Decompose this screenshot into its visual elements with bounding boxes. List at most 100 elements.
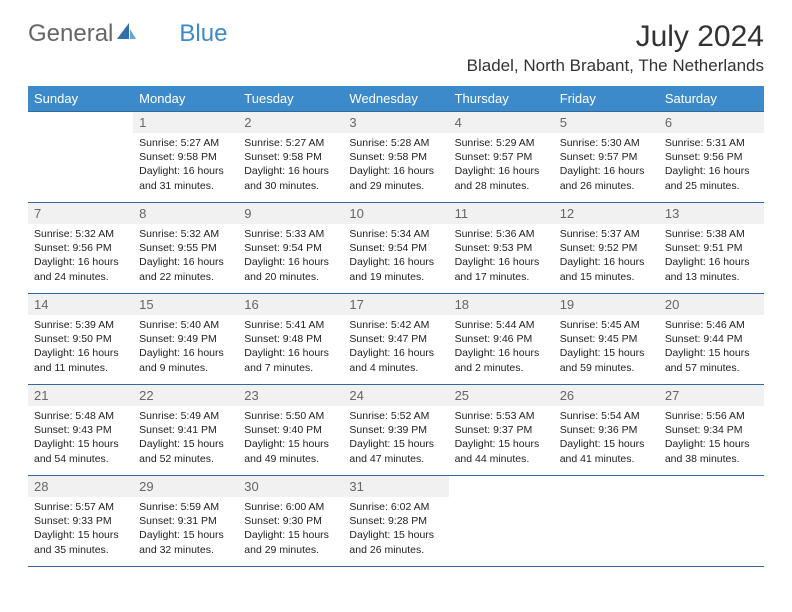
day-cell: 9Sunrise: 5:33 AMSunset: 9:54 PMDaylight… <box>238 203 343 294</box>
day-cell: 17Sunrise: 5:42 AMSunset: 9:47 PMDayligh… <box>343 294 448 385</box>
day-sr: Sunrise: 5:49 AM <box>139 409 232 423</box>
day-d1: Daylight: 15 hours <box>244 528 337 542</box>
day-number: 18 <box>449 294 554 315</box>
day-details: Sunrise: 5:39 AMSunset: 9:50 PMDaylight:… <box>28 315 133 379</box>
day-sr: Sunrise: 5:32 AM <box>139 227 232 241</box>
day-ss: Sunset: 9:49 PM <box>139 332 232 346</box>
day-cell: 5Sunrise: 5:30 AMSunset: 9:57 PMDaylight… <box>554 112 659 203</box>
day-ss: Sunset: 9:48 PM <box>244 332 337 346</box>
day-sr: Sunrise: 5:41 AM <box>244 318 337 332</box>
day-d2: and 15 minutes. <box>560 270 653 284</box>
day-cell: 14Sunrise: 5:39 AMSunset: 9:50 PMDayligh… <box>28 294 133 385</box>
day-d2: and 31 minutes. <box>139 179 232 193</box>
day-d2: and 25 minutes. <box>665 179 758 193</box>
dow-sunday: Sunday <box>28 86 133 112</box>
day-details: Sunrise: 6:02 AMSunset: 9:28 PMDaylight:… <box>343 497 448 561</box>
day-number: 24 <box>343 385 448 406</box>
day-d1: Daylight: 16 hours <box>665 164 758 178</box>
day-sr: Sunrise: 5:46 AM <box>665 318 758 332</box>
day-sr: Sunrise: 5:39 AM <box>34 318 127 332</box>
day-d1: Daylight: 16 hours <box>349 255 442 269</box>
day-ss: Sunset: 9:51 PM <box>665 241 758 255</box>
day-cell <box>659 476 764 567</box>
day-details: Sunrise: 5:53 AMSunset: 9:37 PMDaylight:… <box>449 406 554 470</box>
day-sr: Sunrise: 5:50 AM <box>244 409 337 423</box>
day-cell <box>28 112 133 203</box>
day-d2: and 13 minutes. <box>665 270 758 284</box>
day-ss: Sunset: 9:57 PM <box>560 150 653 164</box>
day-sr: Sunrise: 5:37 AM <box>560 227 653 241</box>
day-cell: 28Sunrise: 5:57 AMSunset: 9:33 PMDayligh… <box>28 476 133 567</box>
day-cell: 11Sunrise: 5:36 AMSunset: 9:53 PMDayligh… <box>449 203 554 294</box>
day-d2: and 9 minutes. <box>139 361 232 375</box>
day-ss: Sunset: 9:55 PM <box>139 241 232 255</box>
day-details: Sunrise: 5:40 AMSunset: 9:49 PMDaylight:… <box>133 315 238 379</box>
day-d1: Daylight: 16 hours <box>349 164 442 178</box>
day-d2: and 54 minutes. <box>34 452 127 466</box>
day-details: Sunrise: 5:37 AMSunset: 9:52 PMDaylight:… <box>554 224 659 288</box>
day-number: 7 <box>28 203 133 224</box>
day-number: 5 <box>554 112 659 133</box>
day-ss: Sunset: 9:57 PM <box>455 150 548 164</box>
day-number: 30 <box>238 476 343 497</box>
day-ss: Sunset: 9:54 PM <box>349 241 442 255</box>
day-details: Sunrise: 5:28 AMSunset: 9:58 PMDaylight:… <box>343 133 448 197</box>
day-d2: and 17 minutes. <box>455 270 548 284</box>
day-number: 4 <box>449 112 554 133</box>
day-sr: Sunrise: 5:53 AM <box>455 409 548 423</box>
day-details: Sunrise: 5:44 AMSunset: 9:46 PMDaylight:… <box>449 315 554 379</box>
day-d1: Daylight: 16 hours <box>244 255 337 269</box>
day-details: Sunrise: 5:36 AMSunset: 9:53 PMDaylight:… <box>449 224 554 288</box>
day-sr: Sunrise: 6:00 AM <box>244 500 337 514</box>
day-number: 28 <box>28 476 133 497</box>
day-d2: and 29 minutes. <box>349 179 442 193</box>
day-ss: Sunset: 9:58 PM <box>244 150 337 164</box>
week-row: 28Sunrise: 5:57 AMSunset: 9:33 PMDayligh… <box>28 476 764 567</box>
day-sr: Sunrise: 5:32 AM <box>34 227 127 241</box>
day-number: 9 <box>238 203 343 224</box>
day-d2: and 35 minutes. <box>34 543 127 557</box>
day-d1: Daylight: 15 hours <box>34 437 127 451</box>
day-ss: Sunset: 9:28 PM <box>349 514 442 528</box>
day-d2: and 32 minutes. <box>139 543 232 557</box>
day-number: 8 <box>133 203 238 224</box>
dow-wednesday: Wednesday <box>343 86 448 112</box>
day-details: Sunrise: 5:41 AMSunset: 9:48 PMDaylight:… <box>238 315 343 379</box>
day-cell: 24Sunrise: 5:52 AMSunset: 9:39 PMDayligh… <box>343 385 448 476</box>
day-details: Sunrise: 5:33 AMSunset: 9:54 PMDaylight:… <box>238 224 343 288</box>
day-d2: and 11 minutes. <box>34 361 127 375</box>
day-cell: 7Sunrise: 5:32 AMSunset: 9:56 PMDaylight… <box>28 203 133 294</box>
day-details: Sunrise: 5:49 AMSunset: 9:41 PMDaylight:… <box>133 406 238 470</box>
day-sr: Sunrise: 5:28 AM <box>349 136 442 150</box>
day-cell: 15Sunrise: 5:40 AMSunset: 9:49 PMDayligh… <box>133 294 238 385</box>
day-details: Sunrise: 5:56 AMSunset: 9:34 PMDaylight:… <box>659 406 764 470</box>
day-number: 10 <box>343 203 448 224</box>
day-ss: Sunset: 9:52 PM <box>560 241 653 255</box>
day-number: 2 <box>238 112 343 133</box>
day-details: Sunrise: 5:27 AMSunset: 9:58 PMDaylight:… <box>238 133 343 197</box>
day-number: 3 <box>343 112 448 133</box>
logo: General Blue <box>28 20 227 48</box>
day-ss: Sunset: 9:58 PM <box>139 150 232 164</box>
week-row: 14Sunrise: 5:39 AMSunset: 9:50 PMDayligh… <box>28 294 764 385</box>
day-number: 21 <box>28 385 133 406</box>
day-d2: and 29 minutes. <box>244 543 337 557</box>
day-d2: and 19 minutes. <box>349 270 442 284</box>
day-details: Sunrise: 5:42 AMSunset: 9:47 PMDaylight:… <box>343 315 448 379</box>
day-number: 26 <box>554 385 659 406</box>
day-d1: Daylight: 15 hours <box>665 346 758 360</box>
day-cell: 12Sunrise: 5:37 AMSunset: 9:52 PMDayligh… <box>554 203 659 294</box>
day-d2: and 47 minutes. <box>349 452 442 466</box>
day-d1: Daylight: 16 hours <box>139 255 232 269</box>
day-cell: 31Sunrise: 6:02 AMSunset: 9:28 PMDayligh… <box>343 476 448 567</box>
day-d1: Daylight: 15 hours <box>560 437 653 451</box>
day-d1: Daylight: 15 hours <box>244 437 337 451</box>
day-cell: 18Sunrise: 5:44 AMSunset: 9:46 PMDayligh… <box>449 294 554 385</box>
day-cell: 27Sunrise: 5:56 AMSunset: 9:34 PMDayligh… <box>659 385 764 476</box>
dow-tuesday: Tuesday <box>238 86 343 112</box>
day-details: Sunrise: 5:46 AMSunset: 9:44 PMDaylight:… <box>659 315 764 379</box>
day-d1: Daylight: 16 hours <box>560 255 653 269</box>
day-ss: Sunset: 9:40 PM <box>244 423 337 437</box>
day-ss: Sunset: 9:45 PM <box>560 332 653 346</box>
day-sr: Sunrise: 5:40 AM <box>139 318 232 332</box>
